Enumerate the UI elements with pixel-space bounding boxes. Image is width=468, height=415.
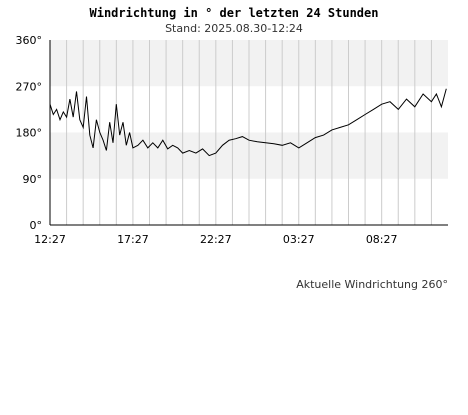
x-tick-label: 12:27: [34, 233, 66, 246]
x-tick-label: 03:27: [283, 233, 315, 246]
y-tick-label: 180°: [16, 127, 43, 140]
vertical-gridlines: [66, 40, 432, 225]
y-tick-label: 0°: [30, 219, 43, 232]
chart-title: Windrichtung in ° der letzten 24 Stunden: [89, 6, 379, 20]
series-group: [49, 88, 447, 157]
axes: [49, 40, 448, 226]
x-tick-label: 22:27: [200, 233, 232, 246]
y-tick-label: 270°: [16, 80, 43, 93]
current-wind-direction: Aktuelle Windrichtung 260°: [296, 278, 448, 291]
x-tick-label: 08:27: [366, 233, 398, 246]
y-tick-labels: 0° 90° 180° 270° 360°: [16, 34, 43, 232]
x-tick-labels: 12:27 17:27 22:27 03:27 08:27: [34, 233, 397, 246]
x-tick-label: 17:27: [117, 233, 149, 246]
chart-subtitle: Stand: 2025.08.30-12:24: [165, 22, 303, 35]
y-tick-label: 360°: [16, 34, 43, 47]
wind-direction-line: [49, 88, 447, 157]
y-tick-label: 90°: [23, 173, 43, 186]
